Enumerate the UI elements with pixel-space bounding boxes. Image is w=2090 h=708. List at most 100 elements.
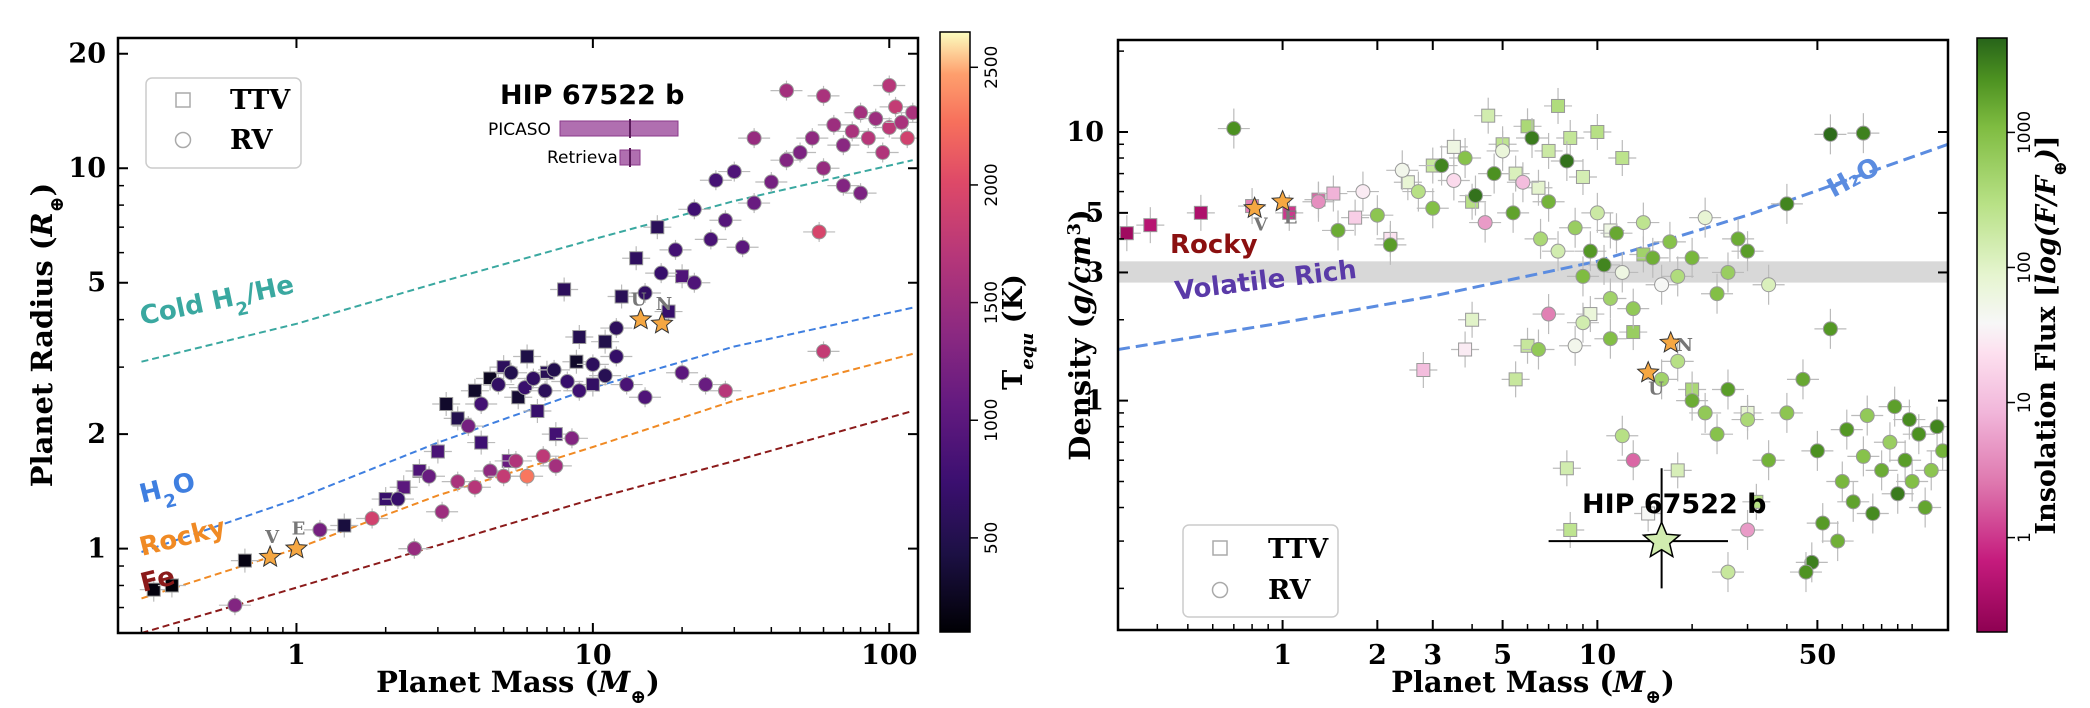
colorbar-tick-label: 1 bbox=[2015, 532, 2035, 543]
ttv-point-29 bbox=[569, 354, 584, 369]
rv-point-40 bbox=[717, 212, 733, 228]
ttv-point-28 bbox=[396, 480, 411, 495]
colorbar-tick-label: 1000 bbox=[2015, 111, 2035, 154]
y-tick-label: 5 bbox=[87, 268, 106, 299]
ttv-point-1 bbox=[1143, 218, 1158, 233]
legend: TTV RV bbox=[1182, 524, 1339, 618]
rv-point-31 bbox=[1625, 301, 1641, 317]
rv-point-20 bbox=[1541, 194, 1557, 210]
x-tick-label: 100 bbox=[861, 640, 917, 671]
rv-legend-marker bbox=[1211, 581, 1229, 599]
ttv-point-2 bbox=[1193, 205, 1208, 220]
rv-point-54 bbox=[853, 105, 869, 121]
hip-title-left: HIP 67522 b bbox=[500, 80, 685, 111]
retrieval-label: Retrieval bbox=[547, 148, 623, 168]
rv-point-61 bbox=[1855, 448, 1871, 464]
y-tick-label: 1 bbox=[1085, 386, 1104, 417]
rv-point-39 bbox=[703, 231, 719, 247]
y-axis-title-left: Planet Radius (R⊕) bbox=[25, 183, 68, 488]
rv-point-57 bbox=[875, 145, 891, 161]
rv-point-50 bbox=[816, 160, 832, 176]
rv-point-64 bbox=[1882, 434, 1898, 450]
rv-point-36 bbox=[653, 265, 669, 281]
ttv-point-28 bbox=[1563, 522, 1578, 537]
legend-rv: RV bbox=[1268, 575, 1311, 606]
ttv-point-18 bbox=[598, 334, 613, 349]
colorbar-ticks: 1 10 100 1000 bbox=[2007, 111, 2035, 543]
rv-point-72 bbox=[1935, 443, 1948, 459]
rv-point-86 bbox=[1575, 315, 1591, 331]
rv-point-22 bbox=[537, 383, 553, 399]
x-tick-label: 1 bbox=[287, 640, 306, 671]
rv-point-15 bbox=[1495, 143, 1511, 159]
y-tick-label: 2 bbox=[87, 419, 106, 450]
rv-point-71 bbox=[1929, 419, 1945, 435]
rv-point-64 bbox=[881, 78, 897, 94]
colorbar-ticks: 500 1000 1500 2000 2500 bbox=[970, 46, 1002, 554]
rv-point-70 bbox=[853, 185, 869, 201]
rv-point-82 bbox=[1720, 564, 1736, 580]
ttv-point-24 bbox=[1465, 312, 1480, 327]
ttv-point-17 bbox=[585, 377, 600, 392]
rv-point-50 bbox=[1697, 405, 1713, 421]
rv-point-9 bbox=[482, 463, 498, 479]
y-tick-label: 20 bbox=[68, 39, 106, 70]
rv-point-67 bbox=[811, 224, 827, 240]
ttv-point-27 bbox=[439, 396, 454, 411]
y-tick-label: 10 bbox=[68, 153, 106, 184]
rv-point-87 bbox=[1541, 306, 1557, 322]
ttv-point-36 bbox=[1348, 210, 1363, 225]
rv-point-23 bbox=[1567, 220, 1583, 236]
ttv-point-0 bbox=[146, 582, 161, 597]
solar-system-star-U bbox=[628, 307, 653, 330]
rv-point-44 bbox=[708, 172, 724, 188]
ttv-point-1 bbox=[164, 578, 179, 593]
rv-point-59 bbox=[888, 99, 904, 115]
rv-point-89 bbox=[1567, 338, 1583, 354]
rv-point-46 bbox=[1855, 125, 1871, 141]
rv-point-83 bbox=[1614, 428, 1630, 444]
rv-point-48 bbox=[792, 145, 808, 161]
rv-point-54 bbox=[1761, 452, 1777, 468]
rv-point-65 bbox=[1890, 486, 1906, 502]
rv-point-5 bbox=[1382, 237, 1398, 253]
model-curves bbox=[141, 159, 913, 633]
rv-point-32 bbox=[1635, 215, 1651, 231]
rv-point-88 bbox=[1530, 341, 1546, 357]
rv-point-15 bbox=[564, 430, 580, 446]
rv-point-34 bbox=[608, 320, 624, 336]
rv-point-25 bbox=[571, 383, 587, 399]
rv-point-52 bbox=[1720, 382, 1736, 398]
rv-point-16 bbox=[1505, 205, 1521, 221]
rv-point-63 bbox=[1874, 462, 1890, 478]
data-points bbox=[139, 75, 918, 616]
ttv-point-12 bbox=[520, 349, 535, 364]
solar-system-star-E bbox=[1270, 189, 1295, 212]
rv-point-69 bbox=[1917, 500, 1933, 516]
colorbar-tick-label: 2500 bbox=[982, 46, 1002, 89]
solar-system-star-N bbox=[650, 311, 674, 334]
rv-point-32 bbox=[698, 377, 714, 393]
y-axis-title-right: Density (g/cm3) bbox=[1063, 209, 1097, 461]
rocky-band-rect bbox=[1118, 261, 1948, 283]
hip-67522b-point bbox=[1548, 468, 1728, 589]
picaso-label: PICASO bbox=[488, 120, 551, 140]
rv-point-35 bbox=[637, 285, 653, 301]
rv-point-36 bbox=[1670, 268, 1686, 284]
rv-point-14 bbox=[1486, 166, 1502, 182]
rv-point-42 bbox=[746, 195, 762, 211]
ttv-point-2 bbox=[237, 553, 252, 568]
colorbar-tick-label: 1500 bbox=[982, 281, 1002, 324]
rv-point-6 bbox=[434, 504, 450, 520]
rv-point-38 bbox=[686, 275, 702, 291]
rv-point-13 bbox=[535, 448, 551, 464]
colorbar-tequ bbox=[939, 31, 971, 633]
ttv-point-21 bbox=[650, 220, 665, 235]
rv-point-70 bbox=[1923, 462, 1939, 478]
rv-point-2 bbox=[364, 510, 380, 526]
ttv-point-26 bbox=[1508, 372, 1523, 387]
model-curve-1 bbox=[141, 306, 913, 553]
rv-point-43 bbox=[1761, 277, 1777, 293]
rv-point-78 bbox=[1830, 533, 1846, 549]
